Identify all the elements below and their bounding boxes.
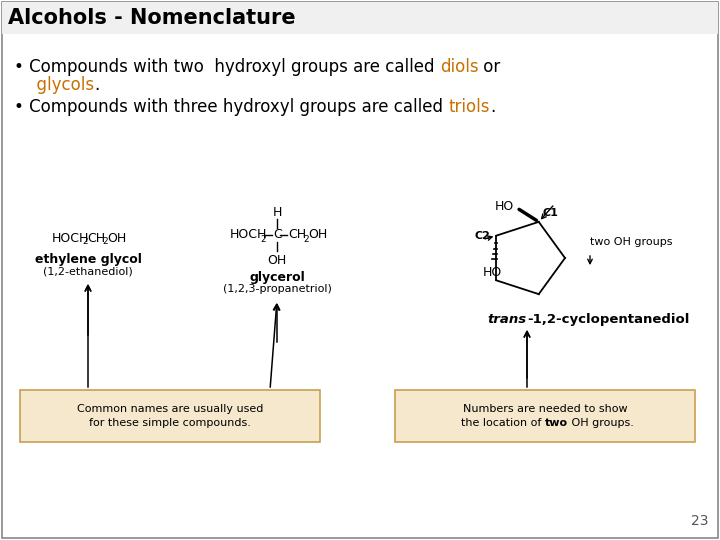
Text: HOCH: HOCH	[52, 232, 89, 245]
Text: .: .	[490, 98, 495, 116]
Text: the location of: the location of	[461, 418, 545, 428]
Text: (1,2,3-propanetriol): (1,2,3-propanetriol)	[222, 284, 331, 294]
Text: (1,2-ethanediol): (1,2-ethanediol)	[43, 266, 133, 276]
Text: two: two	[545, 418, 568, 428]
Text: trans: trans	[488, 313, 527, 326]
Text: • Compounds with two  hydroxyl groups are called: • Compounds with two hydroxyl groups are…	[14, 58, 440, 76]
FancyBboxPatch shape	[2, 2, 718, 34]
Text: ethylene glycol: ethylene glycol	[35, 253, 141, 266]
Text: Common names are usually used: Common names are usually used	[77, 404, 264, 414]
Text: two OH groups: two OH groups	[590, 237, 672, 247]
Text: diols: diols	[440, 58, 478, 76]
Text: • Compounds with three hydroxyl groups are called: • Compounds with three hydroxyl groups a…	[14, 98, 449, 116]
Text: HO: HO	[482, 266, 502, 279]
Text: 2: 2	[303, 234, 309, 244]
Text: 2: 2	[82, 238, 88, 246]
Text: HOCH: HOCH	[230, 228, 267, 241]
Text: triols: triols	[449, 98, 490, 116]
Text: or: or	[478, 58, 500, 76]
Text: H: H	[272, 206, 282, 219]
Text: for these simple compounds.: for these simple compounds.	[89, 418, 251, 428]
Text: HO: HO	[495, 200, 514, 213]
Text: two: two	[545, 418, 568, 428]
Text: Alcohols - Nomenclature: Alcohols - Nomenclature	[8, 8, 296, 28]
Text: -1,2-cyclopentanediol: -1,2-cyclopentanediol	[527, 313, 689, 326]
Text: C2: C2	[474, 231, 490, 241]
Text: Numbers are needed to show: Numbers are needed to show	[463, 404, 627, 414]
Text: glycerol: glycerol	[249, 271, 305, 284]
Text: OH groups.: OH groups.	[568, 418, 634, 428]
Text: OH: OH	[267, 254, 287, 267]
Text: OH: OH	[107, 232, 126, 245]
FancyBboxPatch shape	[395, 390, 695, 442]
Text: CH: CH	[288, 228, 306, 241]
Text: 23: 23	[690, 514, 708, 528]
Text: .: .	[94, 76, 99, 94]
Text: glycols: glycols	[26, 76, 94, 94]
Text: 2: 2	[102, 238, 107, 246]
Text: CH: CH	[87, 232, 105, 245]
Text: C1: C1	[543, 208, 559, 218]
Text: OH: OH	[308, 228, 328, 241]
FancyBboxPatch shape	[20, 390, 320, 442]
Text: 2: 2	[260, 234, 266, 244]
Text: C: C	[273, 228, 282, 241]
